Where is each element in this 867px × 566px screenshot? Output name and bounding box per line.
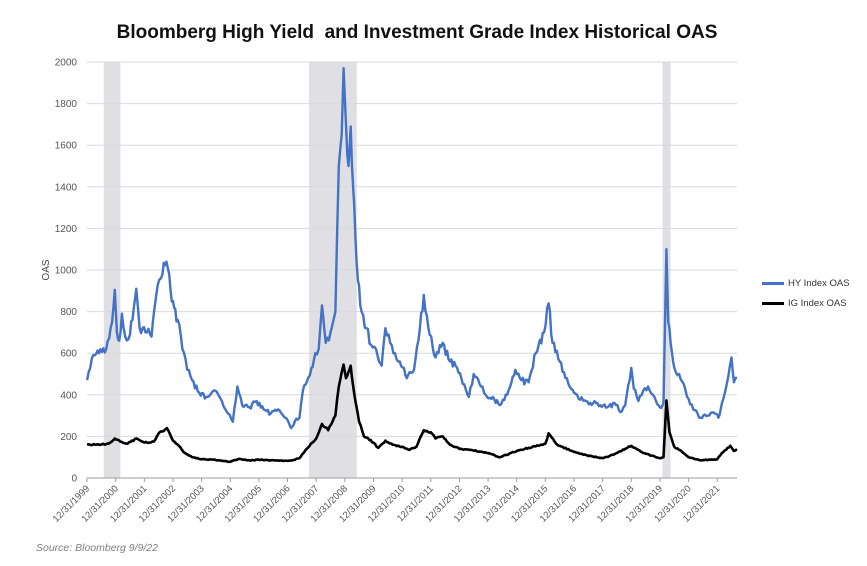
y-tick-label-0: 0 (71, 474, 77, 485)
y-axis-label: OAS (41, 259, 52, 280)
legend-item-ig: IG Index OAS (762, 298, 847, 309)
y-tick-label-1800: 1800 (55, 99, 78, 110)
legend-swatch-hy (762, 282, 784, 285)
source-note: Source: Bloomberg 9/9/22 (36, 542, 158, 554)
y-tick-label-1000: 1000 (55, 266, 78, 277)
y-tick-label-800: 800 (60, 307, 77, 318)
y-tick-label-2000: 2000 (55, 58, 78, 69)
y-tick-label-600: 600 (60, 349, 77, 360)
y-tick-label-1400: 1400 (55, 182, 78, 193)
y-tick-label-200: 200 (60, 432, 77, 443)
y-tick-label-400: 400 (60, 390, 77, 401)
y-tick-label-1200: 1200 (55, 224, 78, 235)
y-axis-ticks: 0 200 400 600 800 1000 1200 1400 1600 1800 2000 (55, 58, 78, 485)
ig-index-oas-line (86, 363, 738, 464)
series-lines (85, 67, 738, 464)
y-tick-label-1600: 1600 (55, 141, 78, 152)
legend-label-ig: IG Index OAS (788, 298, 847, 309)
hy-index-oas-line (85, 67, 738, 430)
legend-swatch-ig (762, 302, 784, 305)
legend-label-hy: HY Index OAS (788, 278, 850, 289)
chart-title: Bloomberg High Yield and Investment Grad… (116, 22, 718, 43)
legend-item-hy: HY Index OAS (762, 278, 850, 289)
gridlines (87, 61, 737, 479)
x-axis-ticks: 12/31/199912/31/200012/31/200112/31/2002… (51, 478, 722, 525)
